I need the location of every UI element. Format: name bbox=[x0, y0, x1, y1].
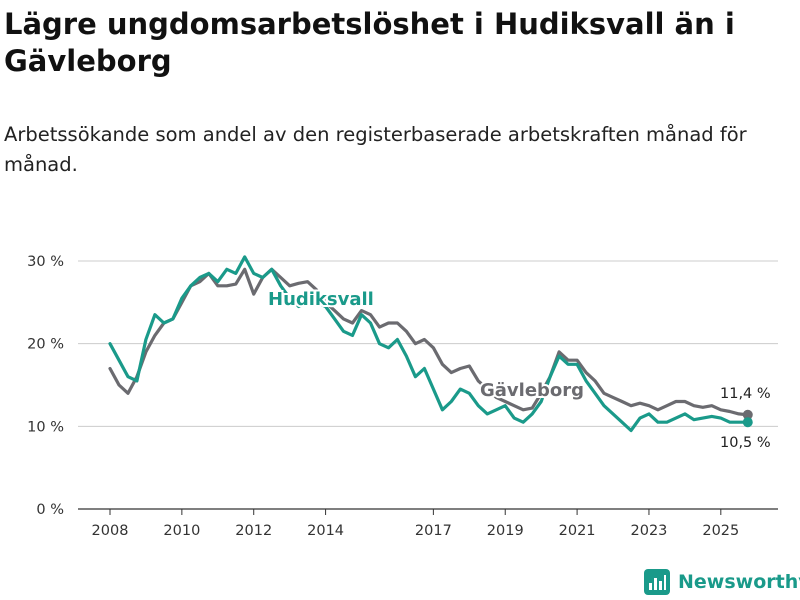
x-tick-label: 2023 bbox=[631, 523, 668, 539]
series-line-gavleborg bbox=[108, 267, 750, 417]
series-name-label-gavleborg: Gävleborg bbox=[480, 380, 584, 401]
axes: 0 % 10 % 20 % 30 % 2008 2010 2012 2014 2017 2019 2… bbox=[27, 254, 778, 539]
y-tick-label: 10 % bbox=[27, 419, 64, 435]
brand-name: Newsworthy bbox=[678, 571, 800, 593]
y-tick-label: 20 % bbox=[27, 337, 64, 353]
series-name-label-hudiksvall: Hudiksvall bbox=[268, 289, 374, 310]
series-labels: Gävleborg 11,4 % Hudiksvall 10,5 % bbox=[266, 287, 772, 453]
x-tick-label: 2019 bbox=[487, 523, 524, 539]
x-tick-label: 2017 bbox=[415, 523, 452, 539]
x-tick-label: 2014 bbox=[307, 523, 344, 539]
y-tick-label: 30 % bbox=[27, 254, 64, 270]
x-tick-label: 2010 bbox=[163, 523, 200, 539]
y-tick-label: 0 % bbox=[36, 502, 64, 518]
x-tick-label: 2012 bbox=[235, 523, 272, 539]
newsworthy-logo-icon bbox=[644, 569, 670, 595]
series-line-hudiksvall bbox=[108, 255, 750, 433]
end-point-hudiksvall bbox=[742, 417, 753, 428]
end-value-label-gavleborg: 11,4 % bbox=[720, 386, 771, 402]
brand-logo: Newsworthy bbox=[644, 568, 800, 596]
x-tick-label: 2008 bbox=[92, 523, 129, 539]
x-tick-label: 2025 bbox=[702, 523, 739, 539]
page-subtitle: Arbetssökande som andel av den registerb… bbox=[4, 123, 747, 176]
page-title: Lägre ungdomsarbetslöshet i Hudiksvall ä… bbox=[4, 7, 735, 78]
end-point-gavleborg bbox=[742, 409, 753, 420]
series-lines bbox=[108, 255, 753, 433]
end-value-label-hudiksvall: 10,5 % bbox=[720, 435, 771, 451]
x-tick-label: 2021 bbox=[559, 523, 596, 539]
